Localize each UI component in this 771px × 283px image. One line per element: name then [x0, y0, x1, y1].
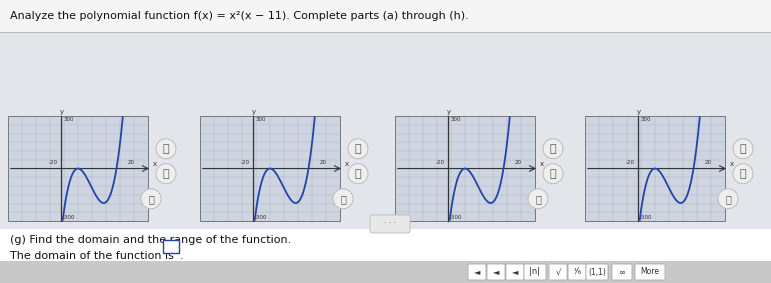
- FancyBboxPatch shape: [163, 240, 179, 253]
- Text: · · ·: · · ·: [384, 220, 396, 228]
- Text: 300: 300: [255, 117, 266, 122]
- Circle shape: [543, 139, 563, 159]
- Circle shape: [348, 139, 368, 159]
- FancyBboxPatch shape: [468, 264, 486, 280]
- Text: 20: 20: [705, 160, 712, 166]
- FancyBboxPatch shape: [0, 35, 771, 231]
- Text: x: x: [540, 162, 544, 168]
- Text: ⌕: ⌕: [739, 144, 746, 154]
- Text: ∞: ∞: [618, 267, 625, 276]
- Text: y: y: [252, 109, 256, 115]
- FancyBboxPatch shape: [568, 264, 586, 280]
- Text: ⧉: ⧉: [535, 194, 541, 204]
- FancyBboxPatch shape: [612, 264, 632, 280]
- Text: -20: -20: [241, 160, 251, 166]
- Text: -300: -300: [63, 215, 76, 220]
- FancyBboxPatch shape: [370, 215, 410, 233]
- Text: ¹⁄₆: ¹⁄₆: [573, 267, 581, 276]
- Text: ◄: ◄: [512, 267, 518, 276]
- Text: ⧉: ⧉: [725, 194, 731, 204]
- Circle shape: [733, 139, 753, 159]
- Text: ⌕: ⌕: [550, 144, 557, 154]
- Text: 20: 20: [320, 160, 327, 166]
- FancyBboxPatch shape: [586, 264, 608, 280]
- Text: ◄: ◄: [473, 267, 480, 276]
- FancyBboxPatch shape: [549, 264, 567, 280]
- Text: 20: 20: [128, 160, 135, 166]
- Text: √: √: [555, 267, 561, 276]
- FancyBboxPatch shape: [585, 116, 725, 221]
- Text: ⌕: ⌕: [739, 169, 746, 179]
- Text: (1,1): (1,1): [588, 267, 606, 276]
- FancyBboxPatch shape: [506, 264, 524, 280]
- Text: ⌕: ⌕: [550, 169, 557, 179]
- Text: -20: -20: [49, 160, 58, 166]
- Circle shape: [718, 189, 738, 209]
- FancyBboxPatch shape: [524, 264, 546, 280]
- Text: The domain of the function is: The domain of the function is: [10, 251, 174, 261]
- Text: -300: -300: [255, 215, 268, 220]
- Text: x: x: [730, 162, 734, 168]
- FancyBboxPatch shape: [0, 261, 771, 283]
- FancyBboxPatch shape: [8, 116, 148, 221]
- FancyBboxPatch shape: [395, 116, 535, 221]
- Text: More: More: [641, 267, 659, 276]
- Text: -300: -300: [450, 215, 463, 220]
- Text: ◄: ◄: [493, 267, 500, 276]
- Circle shape: [156, 164, 176, 184]
- Text: ⌕: ⌕: [163, 144, 170, 154]
- Text: -20: -20: [436, 160, 445, 166]
- Text: -20: -20: [626, 160, 635, 166]
- Text: y: y: [637, 109, 641, 115]
- FancyBboxPatch shape: [200, 116, 340, 221]
- FancyBboxPatch shape: [487, 264, 505, 280]
- Text: |n|: |n|: [530, 267, 540, 276]
- Circle shape: [733, 164, 753, 184]
- Text: ⌕: ⌕: [163, 169, 170, 179]
- FancyBboxPatch shape: [635, 264, 665, 280]
- Text: (g) Find the domain and the range of the function.: (g) Find the domain and the range of the…: [10, 235, 291, 245]
- Text: (Type your answer in interval notation.): (Type your answer in interval notation.): [10, 267, 231, 277]
- Text: x: x: [345, 162, 349, 168]
- Text: ⧉: ⧉: [340, 194, 346, 204]
- Text: ⧉: ⧉: [148, 194, 154, 204]
- Text: ⌕: ⌕: [355, 169, 362, 179]
- Text: 300: 300: [640, 117, 651, 122]
- Text: 300: 300: [450, 117, 461, 122]
- Text: y: y: [447, 109, 451, 115]
- Text: .: .: [180, 251, 183, 261]
- FancyBboxPatch shape: [0, 229, 771, 283]
- Circle shape: [141, 189, 161, 209]
- Circle shape: [543, 164, 563, 184]
- Text: x: x: [153, 162, 157, 168]
- FancyBboxPatch shape: [0, 0, 771, 32]
- Text: y: y: [60, 109, 64, 115]
- Text: Analyze the polynomial function f(x) = x²(x − 11). Complete parts (a) through (h: Analyze the polynomial function f(x) = x…: [10, 11, 469, 21]
- Circle shape: [333, 189, 353, 209]
- Circle shape: [156, 139, 176, 159]
- Text: ⌕: ⌕: [355, 144, 362, 154]
- Text: 20: 20: [515, 160, 522, 166]
- Text: -300: -300: [640, 215, 653, 220]
- Text: 300: 300: [63, 117, 74, 122]
- Circle shape: [348, 164, 368, 184]
- Circle shape: [528, 189, 548, 209]
